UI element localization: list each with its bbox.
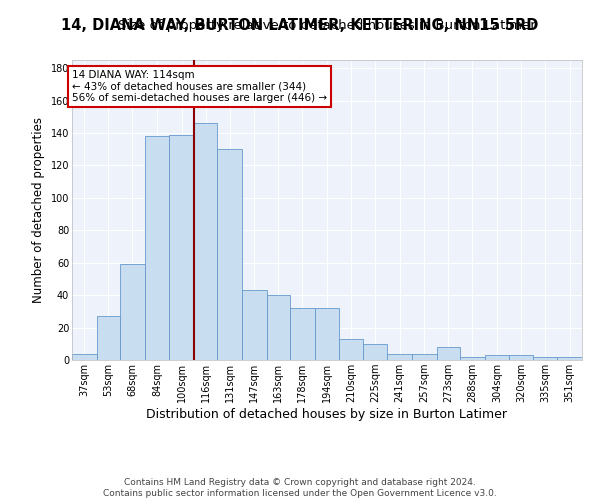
Bar	[460, 357, 485, 360]
Bar	[533, 357, 557, 360]
Text: Contains HM Land Registry data © Crown copyright and database right 2024.
Contai: Contains HM Land Registry data © Crown c…	[103, 478, 497, 498]
Bar	[145, 136, 169, 360]
Text: 14, DIANA WAY, BURTON LATIMER, KETTERING, NN15 5RD: 14, DIANA WAY, BURTON LATIMER, KETTERING…	[61, 18, 539, 32]
Bar	[387, 354, 412, 360]
Bar	[242, 290, 267, 360]
Bar	[217, 149, 242, 360]
Y-axis label: Number of detached properties: Number of detached properties	[32, 117, 45, 303]
Bar	[97, 316, 120, 360]
Bar	[120, 264, 145, 360]
Bar	[340, 339, 362, 360]
Bar	[314, 308, 340, 360]
Bar	[412, 354, 437, 360]
Bar	[509, 355, 533, 360]
Bar	[194, 123, 217, 360]
Bar	[267, 295, 290, 360]
Bar	[485, 355, 509, 360]
Bar	[437, 347, 460, 360]
Text: 14 DIANA WAY: 114sqm
← 43% of detached houses are smaller (344)
56% of semi-deta: 14 DIANA WAY: 114sqm ← 43% of detached h…	[72, 70, 327, 103]
Bar	[362, 344, 387, 360]
Bar	[290, 308, 314, 360]
Title: Size of property relative to detached houses in Burton Latimer: Size of property relative to detached ho…	[118, 20, 536, 32]
Bar	[72, 354, 97, 360]
Bar	[557, 357, 582, 360]
X-axis label: Distribution of detached houses by size in Burton Latimer: Distribution of detached houses by size …	[146, 408, 508, 421]
Bar	[169, 134, 194, 360]
